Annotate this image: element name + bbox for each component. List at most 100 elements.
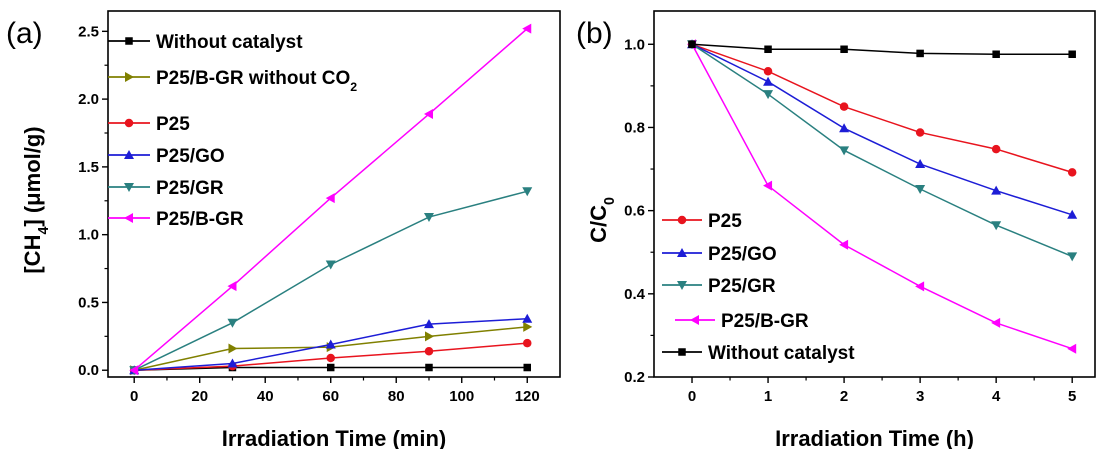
x-tick-label: 40: [257, 388, 274, 405]
data-point: [1067, 168, 1077, 177]
legend-marker: [124, 118, 134, 128]
y-axis-title: C/C0: [586, 197, 618, 243]
y-axis-title: [CH4] (μmol/g): [20, 126, 52, 273]
data-point: [522, 338, 532, 348]
x-tick-label: 4: [992, 388, 1001, 405]
legend-label: P25: [708, 211, 742, 232]
data-point: [1067, 252, 1078, 262]
legend-label: P25/GR: [156, 178, 224, 199]
series-line: [691, 43, 1073, 174]
data-point: [424, 331, 434, 342]
data-point: [839, 146, 850, 156]
panel-a-chart: 0 20 40 60 80 100 120 0.0 0.5 1.0 1.5 2.0 2.5 (a) Irra…: [6, 10, 561, 449]
data-point: [326, 353, 335, 363]
legend-item-p25-gr: P25/GR: [108, 178, 224, 199]
series-p25-go: [687, 39, 1078, 219]
y-tick-label: 2.5: [78, 23, 99, 40]
x-tick-label: 100: [449, 388, 474, 405]
series-without-catalyst: [130, 363, 531, 374]
x-tick-label: 3: [916, 388, 924, 405]
y-tick-label: 0.4: [624, 286, 646, 303]
y-tick-label: 1.0: [624, 36, 645, 53]
data-point: [1067, 343, 1077, 354]
data-point: [325, 260, 336, 270]
x-tick-label: 2: [840, 388, 848, 405]
x-tick-label: 0: [130, 388, 138, 405]
data-point: [991, 144, 1001, 154]
data-point: [915, 128, 925, 137]
series-p25-b-gr: [687, 39, 1077, 354]
data-point: [227, 318, 238, 328]
y-tick-label: 0.6: [624, 203, 645, 220]
y-tick-label: 0.0: [78, 362, 99, 379]
series-p25-go: [129, 313, 533, 375]
y-tick-label: 0.8: [624, 119, 645, 136]
x-tick-label: 0: [688, 388, 696, 405]
data-point: [424, 346, 434, 356]
y-tick-label: 1.0: [78, 227, 99, 244]
data-point: [423, 213, 434, 223]
data-point: [763, 67, 773, 76]
legend-item-p25: P25: [108, 114, 190, 135]
legend-marker: [677, 248, 687, 257]
legend-marker: [125, 72, 134, 82]
y-tick-label: 2.0: [78, 91, 99, 108]
data-point: [129, 365, 139, 376]
legend-item-without-catalyst: Without catalyst: [108, 32, 303, 53]
data-point: [227, 358, 238, 368]
plot-frame: [653, 10, 1096, 378]
legend-label: P25/B-GR: [721, 311, 809, 332]
data-point: [991, 317, 1001, 328]
panel-label: (a): [6, 17, 43, 50]
data-point: [228, 343, 238, 354]
data-point: [523, 321, 533, 332]
data-point: [423, 109, 433, 120]
legend-item-p25-go: P25/GO: [108, 146, 225, 167]
legend-marker: [124, 213, 133, 223]
x-tick-label: 60: [322, 388, 339, 405]
data-point: [916, 49, 924, 58]
data-point: [915, 159, 926, 169]
data-point: [991, 185, 1002, 195]
legend-label: P25/B-GR without CO2: [156, 68, 357, 94]
data-point: [522, 187, 533, 197]
series-line: [691, 43, 1073, 350]
data-point: [326, 363, 335, 372]
data-point: [763, 76, 774, 86]
legend-marker: [677, 281, 687, 290]
data-point: [764, 45, 772, 54]
x-axis-title: Irradiation Time (min): [222, 426, 447, 449]
x-tick-label: 80: [388, 388, 405, 405]
series-line: [691, 43, 1073, 56]
y-tick-label: 0.2: [624, 369, 645, 386]
data-point: [839, 102, 849, 111]
legend-label: Without catalyst: [708, 343, 855, 364]
legend-marker: [125, 37, 133, 45]
panel-b-chart: 0 1 2 3 4 5 0.2 0.4 0.6 0.8 1.0 (b) Irradiation Time…: [576, 10, 1096, 449]
panel-label: (b): [576, 17, 613, 50]
data-point: [325, 193, 335, 204]
data-point: [522, 313, 533, 323]
legend-marker: [124, 150, 134, 159]
data-point: [425, 363, 433, 372]
data-point: [325, 339, 336, 349]
data-point: [763, 180, 773, 191]
legend-item-p25-go: P25/GO: [662, 244, 777, 265]
legend-item-p25: P25: [662, 211, 742, 232]
y-tick-label: 0.5: [78, 294, 99, 311]
legend-label: P25/GO: [156, 146, 225, 167]
data-point: [992, 50, 1000, 59]
legend-item-p25-b-gr-without-co2: P25/B-GR without CO2: [108, 68, 357, 94]
data-point: [227, 281, 237, 292]
data-point: [1068, 50, 1076, 59]
x-tick-label: 120: [515, 388, 540, 405]
series-p25-gr: [687, 40, 1078, 262]
legend-label: P25/GR: [708, 276, 776, 297]
legend-item-p25-b-gr: P25/B-GR: [675, 311, 809, 332]
legend-item-p25-gr: P25/GR: [662, 276, 776, 297]
legend-label: P25/GO: [708, 244, 777, 265]
data-point: [423, 319, 434, 329]
legend-marker: [690, 315, 699, 325]
legend-marker: [677, 215, 687, 225]
legend-item-without-catalyst: Without catalyst: [662, 343, 855, 364]
